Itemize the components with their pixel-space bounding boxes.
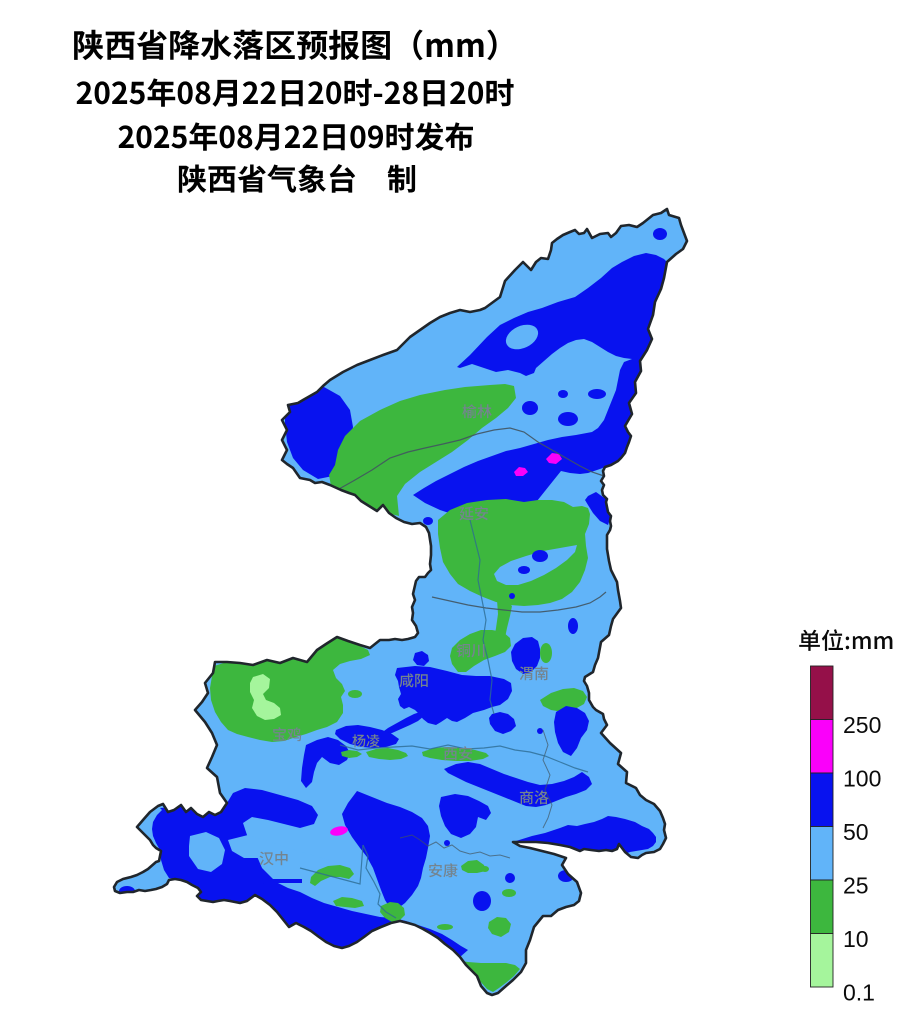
svg-text:25: 25: [843, 873, 869, 899]
svg-text:50: 50: [843, 819, 869, 845]
svg-text:0.1: 0.1: [843, 980, 875, 1006]
svg-text:10: 10: [843, 926, 869, 952]
svg-text:250: 250: [843, 712, 881, 738]
svg-text:100: 100: [843, 766, 881, 792]
